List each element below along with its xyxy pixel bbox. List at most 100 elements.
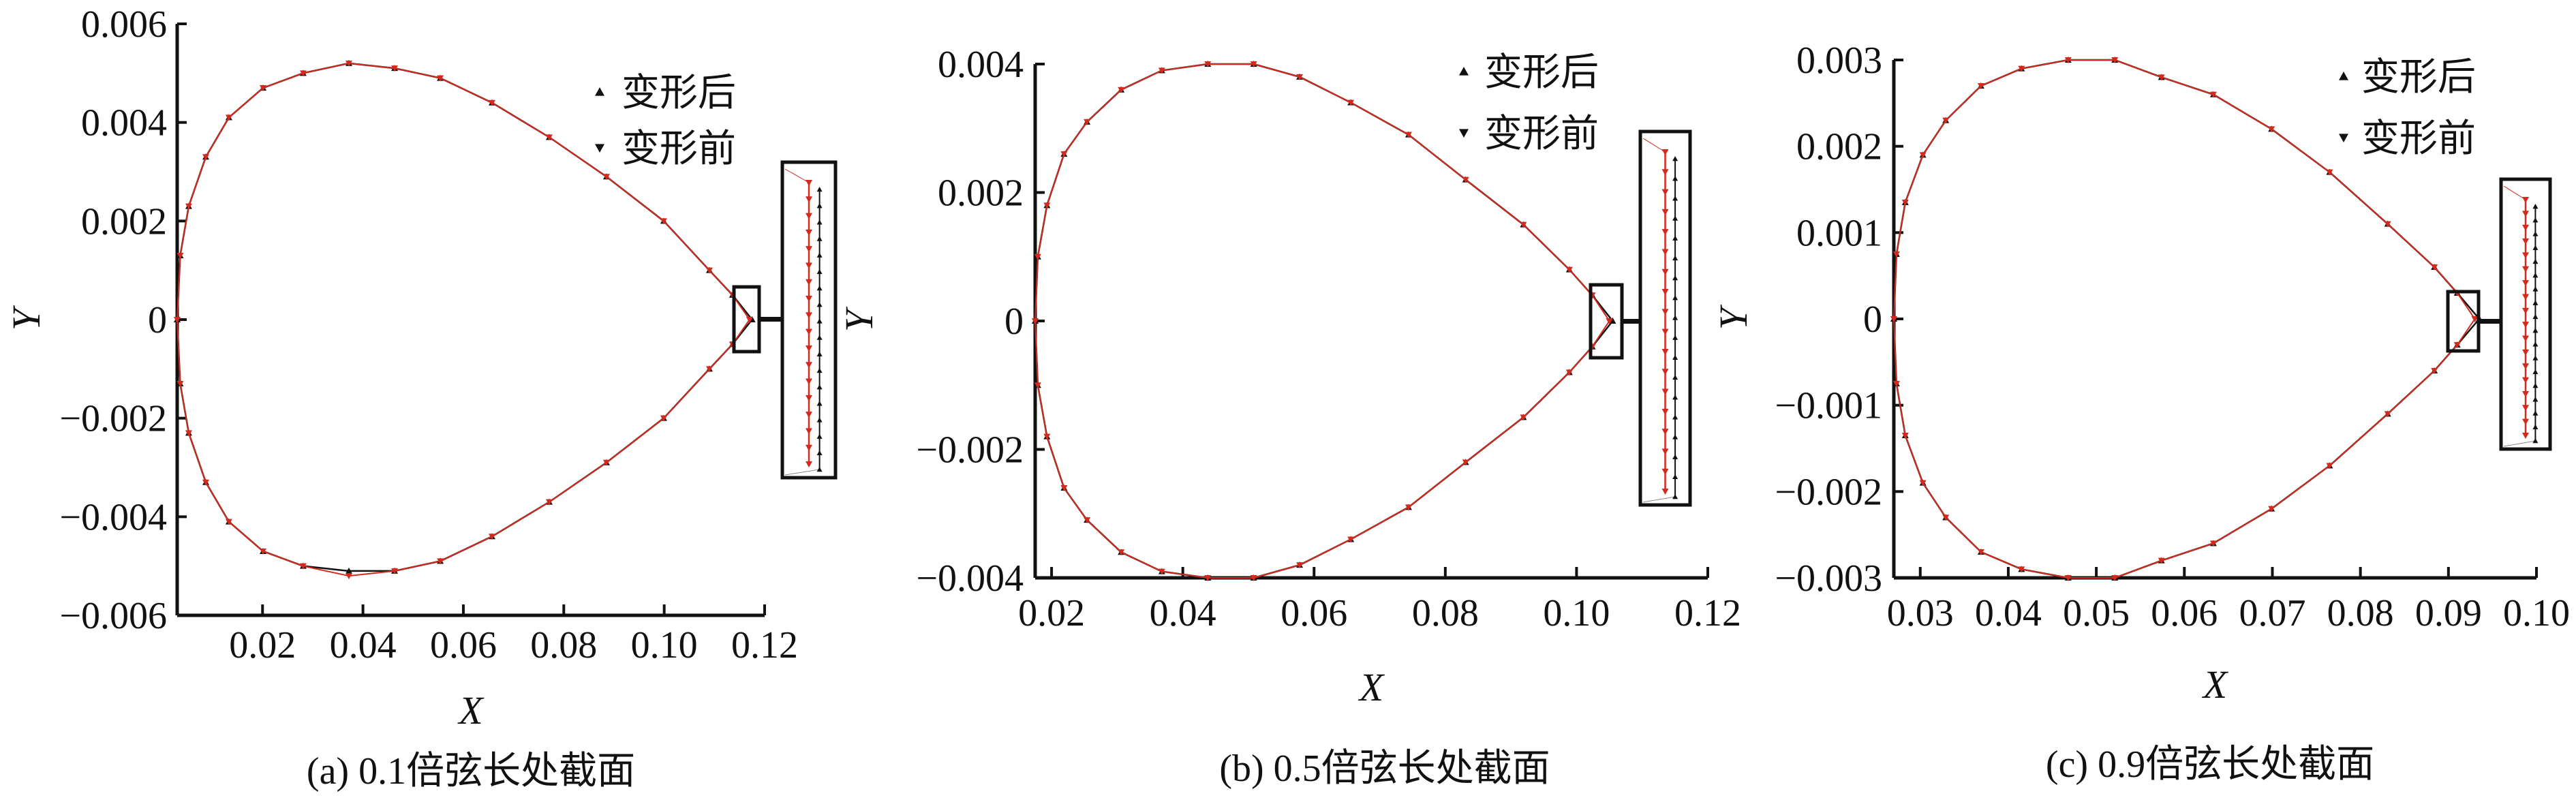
triangle-down-marker — [488, 99, 495, 106]
inset-triangle-up-marker — [1672, 474, 1678, 480]
y-axis-label: Y — [837, 306, 881, 332]
triangle-down-marker — [1158, 67, 1165, 74]
inset-series-line — [1642, 496, 1676, 503]
inset-triangle-down-marker — [2522, 211, 2529, 217]
y-tick-label: 0 — [148, 299, 167, 341]
inset-series-line — [1642, 138, 1666, 153]
triangle-down-marker — [1060, 151, 1068, 157]
triangle-down-marker — [391, 568, 399, 574]
inset-triangle-down-marker — [1661, 229, 1669, 236]
inset-triangle-up-marker — [2532, 231, 2539, 236]
inset-triangle-down-marker — [2522, 266, 2529, 273]
x-tick-label: 0.03 — [1887, 592, 1954, 634]
inset-triangle-up-marker — [2532, 424, 2539, 429]
x-tick-label: 0.04 — [1150, 592, 1216, 634]
y-tick-label: −0.004 — [59, 496, 167, 538]
triangle-down-marker — [345, 573, 352, 580]
inset-triangle-down-marker — [806, 180, 812, 186]
inset-triangle-down-marker — [1661, 468, 1669, 475]
triangle-down-marker — [1901, 433, 1909, 439]
triangle-down-marker — [437, 558, 444, 565]
triangle-down-marker — [1405, 132, 1412, 138]
inset-triangle-down-marker — [2522, 252, 2529, 259]
inset-triangle-down-marker — [806, 444, 812, 451]
triangle-down-marker — [1043, 202, 1051, 209]
y-tick-label: 0.002 — [81, 200, 167, 243]
inset-triangle-up-marker — [1672, 374, 1678, 380]
triangle-down-marker — [1084, 517, 1091, 524]
y-axis-label: Y — [4, 305, 48, 330]
legend-triangle-down-icon — [1459, 129, 1469, 138]
y-tick-label: 0 — [1005, 301, 1024, 343]
inset-triangle-up-marker — [816, 318, 823, 324]
panel-caption: (a) 0.1倍弦长处截面 — [307, 750, 635, 793]
triangle-down-marker — [1977, 549, 1984, 555]
legend-triangle-down-icon — [2339, 134, 2348, 142]
triangle-down-marker — [2018, 65, 2025, 72]
inset-triangle-up-marker — [816, 203, 823, 209]
x-tick-label: 0.06 — [430, 624, 497, 666]
triangle-down-marker — [185, 203, 192, 210]
x-axis-label: X — [2202, 662, 2229, 707]
inset-triangle-down-marker — [2522, 405, 2529, 412]
triangle-down-marker — [391, 65, 399, 72]
legend-label: 变形前 — [2361, 118, 2476, 160]
triangle-down-marker — [2453, 342, 2461, 348]
triangle-down-marker — [225, 519, 232, 525]
inset-triangle-up-marker — [816, 467, 823, 472]
y-axis-label: Y — [1711, 304, 1755, 330]
inset-triangle-up-marker — [816, 384, 823, 390]
y-tick-label: −0.003 — [1775, 557, 1882, 600]
inset-triangle-down-marker — [806, 362, 812, 369]
triangle-down-marker — [299, 563, 307, 570]
inset-triangle-up-marker — [1672, 414, 1678, 420]
triangle-down-marker — [545, 134, 553, 141]
inset-triangle-down-marker — [2522, 322, 2529, 328]
inset-triangle-down-marker — [2522, 239, 2529, 245]
inset-triangle-up-marker — [816, 236, 823, 241]
triangle-down-marker — [202, 479, 209, 486]
inset-triangle-down-marker — [1661, 489, 1669, 495]
zoom-region-box — [732, 285, 761, 354]
triangle-down-marker — [1118, 87, 1125, 93]
inset-triangle-up-marker — [1672, 454, 1678, 459]
chart-panel-a: 0.006 0.004 0.002 0 −0.002 −0.004 −0.006 0.02 0.… — [4, 3, 838, 793]
legend-label: 变形前 — [622, 128, 736, 170]
triangle-down-marker — [1919, 480, 1927, 487]
x-tick-label: 0.06 — [2151, 592, 2218, 634]
inset-triangle-up-marker — [1672, 295, 1678, 301]
triangle-down-marker — [2158, 74, 2165, 81]
triangle-down-marker — [1250, 61, 1257, 67]
triangle-down-marker — [2209, 540, 2217, 547]
inset-triangle-up-marker — [816, 433, 823, 439]
triangle-down-marker — [2018, 566, 2025, 573]
triangle-down-marker — [1118, 549, 1125, 556]
inset-triangle-down-marker — [1661, 189, 1669, 196]
triangle-down-marker — [1565, 369, 1573, 376]
x-tick-label: 0.05 — [2063, 592, 2130, 634]
x-tick-label: 0.10 — [2503, 592, 2570, 634]
y-tick-label: 0.001 — [1796, 212, 1882, 254]
x-tick-label: 0.07 — [2239, 592, 2305, 634]
triangle-down-marker — [2384, 221, 2391, 228]
legend-label: 变形后 — [2361, 57, 2476, 99]
inset-series-line — [2503, 440, 2536, 447]
inset-triangle-down-marker — [1661, 309, 1669, 316]
inset-triangle-up-marker — [1672, 156, 1678, 161]
inset-triangle-up-marker — [816, 367, 823, 373]
inset-triangle-down-marker — [1661, 388, 1669, 395]
y-tick-label: 0.004 — [81, 102, 167, 144]
triangle-down-marker — [602, 459, 610, 466]
inset-triangle-up-marker — [816, 268, 823, 275]
inset-triangle-up-marker — [1672, 275, 1678, 281]
inset-triangle-up-marker — [816, 335, 823, 340]
inset-triangle-down-marker — [1661, 328, 1669, 335]
x-tick-label: 0.08 — [1412, 592, 1479, 634]
inset-triangle-down-marker — [806, 461, 812, 467]
inset-triangle-down-marker — [2522, 280, 2529, 287]
inset-triangle-up-marker — [2532, 383, 2539, 388]
inset-triangle-up-marker — [1672, 235, 1678, 241]
inset-triangle-up-marker — [816, 351, 823, 356]
triangle-down-marker — [2471, 316, 2479, 322]
